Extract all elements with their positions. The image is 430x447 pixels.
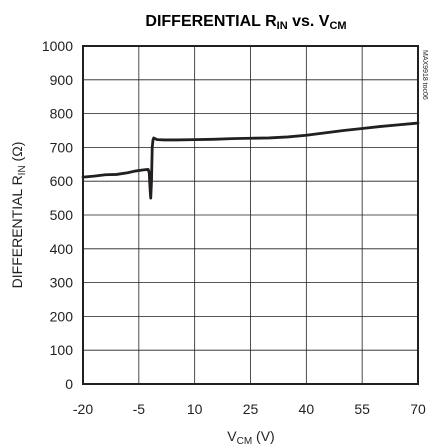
y-tick-label: 700: [50, 139, 74, 155]
x-axis-label-unit: (V): [252, 428, 275, 444]
title-mid: vs. V: [288, 13, 330, 30]
y-axis-label-sub: IN: [17, 165, 28, 175]
x-tick-label: 55: [354, 401, 370, 417]
y-tick-label: 0: [65, 376, 73, 392]
x-tick-label: 10: [187, 401, 203, 417]
y-tick-label: 200: [50, 308, 74, 324]
series-line: [81, 121, 420, 200]
y-tick-label: 1000: [42, 38, 73, 54]
x-axis-label-main: V: [227, 428, 237, 444]
x-axis-label-sub: CM: [237, 436, 253, 447]
x-tick-label: 40: [299, 401, 315, 417]
y-axis-label: DIFFERENTIAL RIN (Ω): [9, 142, 28, 289]
x-tick-label: -5: [133, 401, 146, 417]
x-tick-label: -20: [73, 401, 93, 417]
plot-frame: [82, 45, 419, 385]
title-main: DIFFERENTIAL R: [145, 13, 277, 30]
y-tick-label: 600: [50, 173, 74, 189]
chart-title: DIFFERENTIAL RIN vs. VCM: [145, 13, 346, 32]
y-tick-label: 800: [50, 106, 74, 122]
y-axis-label-main: DIFFERENTIAL R: [9, 175, 25, 288]
y-tick-label: 900: [50, 72, 74, 88]
y-tick-labels: 0 100 200 300 400 500 600 700 800 900 1000: [42, 38, 73, 392]
y-axis-label-unit: (Ω): [9, 142, 25, 166]
x-tick-label: 25: [243, 401, 259, 417]
figure-tag: MAX9918 toc06: [421, 50, 428, 100]
grid: [82, 45, 419, 385]
y-tick-label: 500: [50, 207, 74, 223]
y-tick-label: 300: [50, 275, 74, 291]
title-sub: IN: [277, 20, 288, 32]
title-sub2: CM: [329, 20, 346, 32]
y-tick-label: 100: [50, 342, 74, 358]
y-tick-label: 400: [50, 241, 74, 257]
x-tick-label: 70: [410, 401, 426, 417]
x-tick-labels: -20 -5 10 25 40 55 70: [73, 401, 426, 417]
x-axis-label: VCM (V): [227, 428, 274, 447]
